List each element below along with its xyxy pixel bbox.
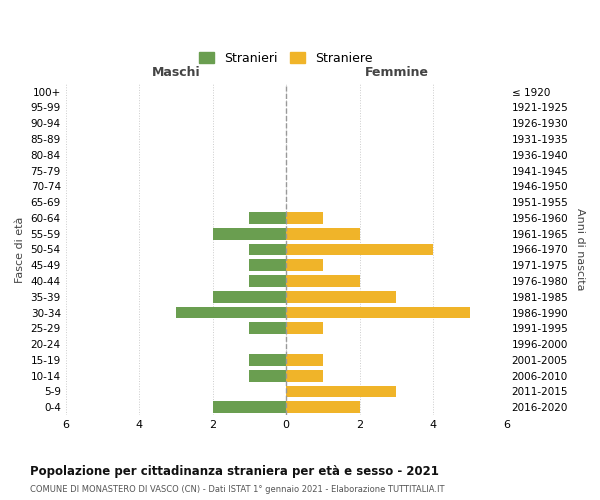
Bar xyxy=(250,275,286,287)
Bar xyxy=(286,386,397,398)
Bar xyxy=(286,306,470,318)
Bar xyxy=(250,244,286,256)
Bar xyxy=(250,212,286,224)
Bar xyxy=(286,291,397,302)
Bar xyxy=(286,275,360,287)
Text: Maschi: Maschi xyxy=(152,66,200,79)
Bar xyxy=(250,354,286,366)
Bar xyxy=(286,260,323,271)
Bar xyxy=(286,402,360,413)
Bar xyxy=(212,291,286,302)
Y-axis label: Fasce di età: Fasce di età xyxy=(15,216,25,282)
Bar xyxy=(286,212,323,224)
Bar xyxy=(250,322,286,334)
Bar xyxy=(286,370,323,382)
Bar xyxy=(250,260,286,271)
Bar xyxy=(286,244,433,256)
Text: COMUNE DI MONASTERO DI VASCO (CN) - Dati ISTAT 1° gennaio 2021 - Elaborazione TU: COMUNE DI MONASTERO DI VASCO (CN) - Dati… xyxy=(30,485,445,494)
Bar xyxy=(286,322,323,334)
Bar xyxy=(212,228,286,239)
Bar xyxy=(176,306,286,318)
Text: Popolazione per cittadinanza straniera per età e sesso - 2021: Popolazione per cittadinanza straniera p… xyxy=(30,465,439,478)
Bar xyxy=(250,370,286,382)
Y-axis label: Anni di nascita: Anni di nascita xyxy=(575,208,585,290)
Legend: Stranieri, Straniere: Stranieri, Straniere xyxy=(194,47,378,70)
Text: Femmine: Femmine xyxy=(364,66,428,79)
Bar xyxy=(286,228,360,239)
Bar xyxy=(212,402,286,413)
Bar xyxy=(286,354,323,366)
